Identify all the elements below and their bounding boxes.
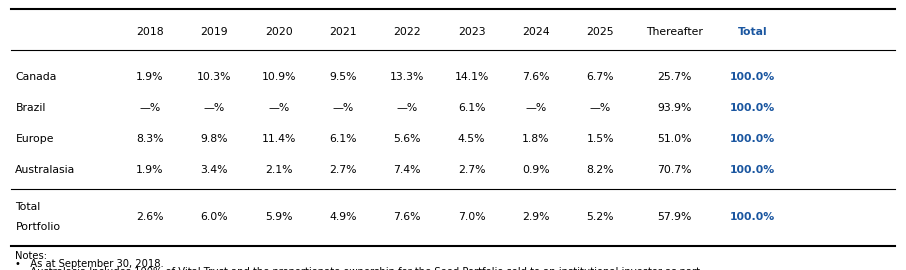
Text: 57.9%: 57.9% bbox=[658, 212, 691, 222]
Text: Notes:: Notes: bbox=[15, 251, 47, 261]
Text: Total: Total bbox=[15, 201, 41, 212]
Text: 2.7%: 2.7% bbox=[458, 164, 486, 175]
Text: 9.5%: 9.5% bbox=[329, 72, 357, 82]
Text: 9.8%: 9.8% bbox=[200, 133, 228, 144]
Text: 100.0%: 100.0% bbox=[730, 164, 776, 175]
Text: —%: —% bbox=[397, 103, 418, 113]
Text: 6.7%: 6.7% bbox=[586, 72, 614, 82]
Text: —%: —% bbox=[204, 103, 225, 113]
Text: 3.4%: 3.4% bbox=[200, 164, 228, 175]
Text: 70.7%: 70.7% bbox=[657, 164, 692, 175]
Text: 100.0%: 100.0% bbox=[730, 103, 776, 113]
Text: 11.4%: 11.4% bbox=[262, 133, 295, 144]
Text: Brazil: Brazil bbox=[15, 103, 46, 113]
Text: 5.6%: 5.6% bbox=[393, 133, 421, 144]
Text: 2018: 2018 bbox=[136, 27, 164, 38]
Text: 5.2%: 5.2% bbox=[586, 212, 614, 222]
Text: 6.1%: 6.1% bbox=[329, 133, 357, 144]
Text: 4.9%: 4.9% bbox=[329, 212, 357, 222]
Text: 8.2%: 8.2% bbox=[586, 164, 614, 175]
Text: 2.9%: 2.9% bbox=[522, 212, 550, 222]
Text: 2023: 2023 bbox=[458, 27, 486, 38]
Text: 100.0%: 100.0% bbox=[730, 72, 776, 82]
Text: Total: Total bbox=[738, 27, 767, 38]
Text: 13.3%: 13.3% bbox=[390, 72, 424, 82]
Text: 14.1%: 14.1% bbox=[455, 72, 488, 82]
Text: Australasia: Australasia bbox=[15, 164, 76, 175]
Text: —%: —% bbox=[590, 103, 611, 113]
Text: 2019: 2019 bbox=[200, 27, 228, 38]
Text: —%: —% bbox=[525, 103, 546, 113]
Text: 0.9%: 0.9% bbox=[522, 164, 550, 175]
Text: 93.9%: 93.9% bbox=[658, 103, 691, 113]
Text: 4.5%: 4.5% bbox=[458, 133, 486, 144]
Text: 2020: 2020 bbox=[265, 27, 293, 38]
Text: —%: —% bbox=[140, 103, 160, 113]
Text: 8.3%: 8.3% bbox=[136, 133, 164, 144]
Text: 2022: 2022 bbox=[393, 27, 421, 38]
Text: 2.6%: 2.6% bbox=[136, 212, 164, 222]
Text: Thereafter: Thereafter bbox=[646, 27, 703, 38]
Text: 7.6%: 7.6% bbox=[393, 212, 421, 222]
Text: Canada: Canada bbox=[15, 72, 57, 82]
Text: 2.1%: 2.1% bbox=[265, 164, 293, 175]
Text: 100.0%: 100.0% bbox=[730, 133, 776, 144]
Text: Portfolio: Portfolio bbox=[15, 222, 61, 232]
Text: 7.6%: 7.6% bbox=[522, 72, 550, 82]
Text: •   As at September 30, 2018.: • As at September 30, 2018. bbox=[15, 259, 164, 269]
Text: 5.9%: 5.9% bbox=[265, 212, 293, 222]
Text: 2024: 2024 bbox=[522, 27, 550, 38]
Text: 6.1%: 6.1% bbox=[458, 103, 486, 113]
Text: 10.9%: 10.9% bbox=[261, 72, 296, 82]
Text: 1.9%: 1.9% bbox=[136, 164, 164, 175]
Text: 2.7%: 2.7% bbox=[329, 164, 357, 175]
Text: 100.0%: 100.0% bbox=[730, 212, 776, 222]
Text: —%: —% bbox=[268, 103, 289, 113]
Text: 1.5%: 1.5% bbox=[586, 133, 614, 144]
Text: 51.0%: 51.0% bbox=[657, 133, 692, 144]
Text: 1.9%: 1.9% bbox=[136, 72, 164, 82]
Text: 2025: 2025 bbox=[586, 27, 614, 38]
Text: 6.0%: 6.0% bbox=[200, 212, 228, 222]
Text: Europe: Europe bbox=[15, 133, 53, 144]
Text: 7.4%: 7.4% bbox=[393, 164, 421, 175]
Text: 10.3%: 10.3% bbox=[197, 72, 232, 82]
Text: —%: —% bbox=[333, 103, 353, 113]
Text: 7.0%: 7.0% bbox=[458, 212, 486, 222]
Text: •   Australasia Includes 100% of Vital Trust and the proportionate ownership for: • Australasia Includes 100% of Vital Tru… bbox=[15, 267, 700, 270]
Text: 25.7%: 25.7% bbox=[658, 72, 691, 82]
Text: 2021: 2021 bbox=[329, 27, 357, 38]
Text: 1.8%: 1.8% bbox=[522, 133, 550, 144]
